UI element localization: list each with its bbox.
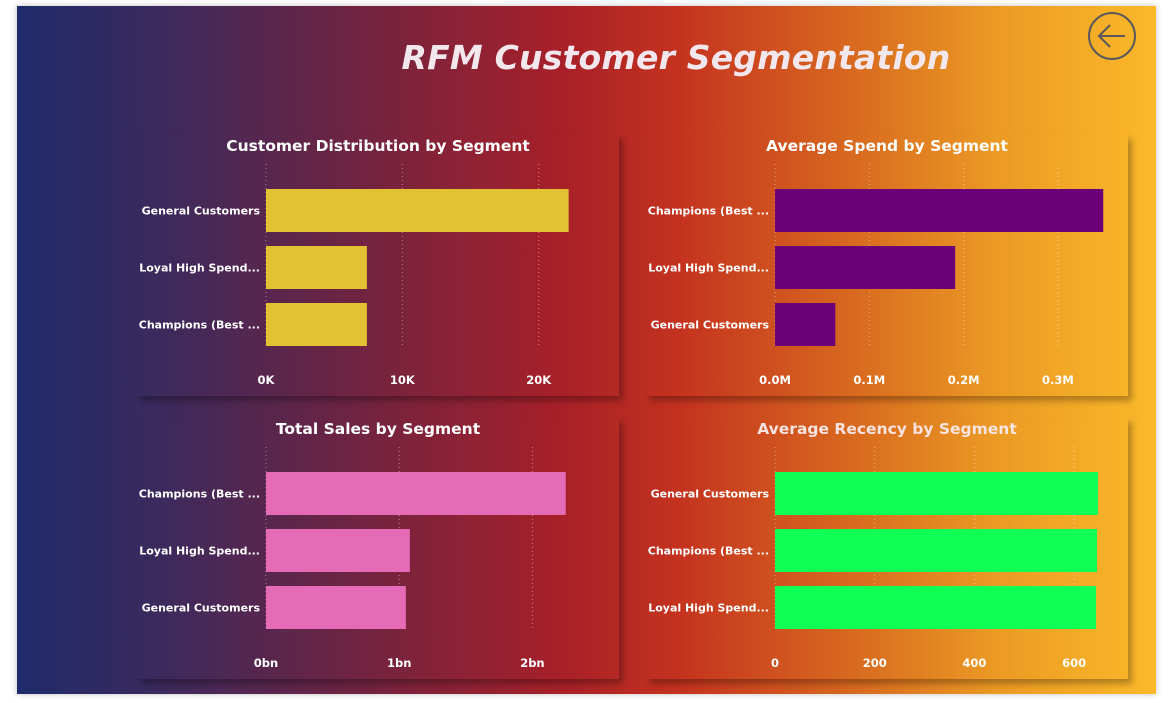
chart-title: Average Recency by Segment xyxy=(757,420,1017,438)
category-label: General Customers xyxy=(651,488,770,501)
category-label: Champions (Best ... xyxy=(648,205,769,218)
category-label: General Customers xyxy=(142,602,261,615)
category-label: General Customers xyxy=(142,205,261,218)
category-label: Loyal High Spend... xyxy=(648,602,769,615)
x-tick-label: 200 xyxy=(863,656,887,670)
chart-title: Average Spend by Segment xyxy=(766,137,1008,155)
category-label: Champions (Best ... xyxy=(139,488,260,501)
arrow-left-icon xyxy=(1088,12,1136,60)
bar[interactable] xyxy=(775,529,1098,572)
x-tick-label: 0K xyxy=(258,373,276,387)
chart-panel-average-recency: Average Recency by Segment 0 200 400 600 Gen… xyxy=(646,417,1128,679)
x-tick-label: 0.2M xyxy=(948,373,980,387)
x-tick-label: 2bn xyxy=(520,656,544,670)
category-label: Champions (Best ... xyxy=(648,545,769,558)
bar[interactable] xyxy=(266,529,410,572)
bar-chart-total-sales: 0bn 1bn 2bn Champions (Best ... Loyal High S… xyxy=(139,447,566,670)
chart-panel-total-sales: Total Sales by Segment 0bn 1bn 2bn Champion… xyxy=(137,417,619,679)
category-label: Loyal High Spend... xyxy=(139,262,260,275)
x-tick-label: 0 xyxy=(771,656,779,670)
bar-chart-customer-distribution: 0K 10K 20K General Customers Loyal High Spen… xyxy=(139,164,569,387)
bar-chart-average-spend: 0.0M 0.1M 0.2M 0.3M Champions (Best ... Loyal… xyxy=(648,164,1104,387)
bar[interactable] xyxy=(775,246,956,289)
report-canvas xyxy=(17,6,1156,694)
x-tick-label: 600 xyxy=(1062,656,1086,670)
chart-title: Total Sales by Segment xyxy=(275,420,481,438)
bar[interactable] xyxy=(775,586,1097,629)
bar[interactable] xyxy=(266,303,367,346)
category-label: Loyal High Spend... xyxy=(648,262,769,275)
chart-panel-customer-distribution: Customer Distribution by Segment 0K 10K 20… xyxy=(137,134,619,396)
bar[interactable] xyxy=(775,472,1099,515)
x-tick-label: 0bn xyxy=(254,656,278,670)
x-tick-label: 0.3M xyxy=(1042,373,1074,387)
bar[interactable] xyxy=(775,189,1104,232)
bar[interactable] xyxy=(266,189,569,232)
category-label: General Customers xyxy=(651,319,770,332)
x-tick-label: 10K xyxy=(390,373,416,387)
x-tick-label: 20K xyxy=(526,373,552,387)
bar-chart-average-recency: 0 200 400 600 General Customers Champions (Be… xyxy=(648,447,1099,670)
x-tick-label: 1bn xyxy=(387,656,411,670)
bar[interactable] xyxy=(266,472,566,515)
x-tick-label: 0.0M xyxy=(759,373,791,387)
chart-panel-average-spend: Average Spend by Segment 0.0M 0.1M 0.2M 0.3… xyxy=(646,134,1128,396)
page-title: RFM Customer Segmentation xyxy=(401,38,951,77)
x-tick-label: 0.1M xyxy=(853,373,885,387)
bar[interactable] xyxy=(775,303,836,346)
category-label: Champions (Best ... xyxy=(139,319,260,332)
category-label: Loyal High Spend... xyxy=(139,545,260,558)
back-button[interactable] xyxy=(1088,12,1136,60)
x-tick-label: 400 xyxy=(962,656,986,670)
bar[interactable] xyxy=(266,586,406,629)
bar[interactable] xyxy=(266,246,367,289)
chart-title: Customer Distribution by Segment xyxy=(226,137,530,155)
